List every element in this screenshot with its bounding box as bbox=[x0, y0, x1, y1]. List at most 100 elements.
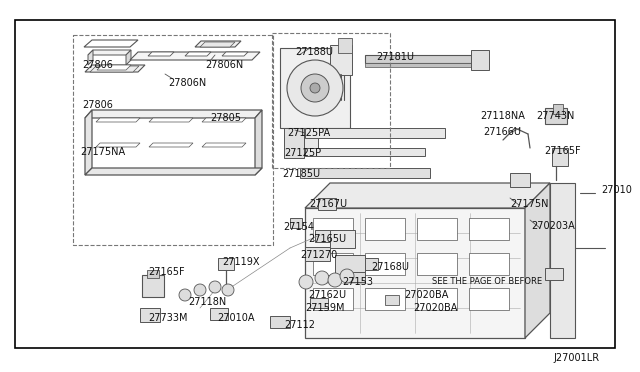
Polygon shape bbox=[200, 42, 235, 47]
Bar bbox=[305, 208, 525, 338]
Text: 27806: 27806 bbox=[82, 60, 113, 70]
Bar bbox=[365, 253, 405, 275]
Text: 27806N: 27806N bbox=[205, 60, 243, 70]
Bar bbox=[330, 230, 355, 248]
Bar bbox=[270, 316, 290, 328]
Text: 27168U: 27168U bbox=[371, 262, 409, 272]
Text: 27733M: 27733M bbox=[148, 313, 188, 323]
Bar bbox=[417, 218, 457, 240]
Bar bbox=[305, 128, 445, 138]
Polygon shape bbox=[96, 118, 140, 122]
Circle shape bbox=[287, 60, 343, 116]
Bar bbox=[280, 48, 350, 128]
Bar bbox=[300, 168, 430, 178]
Circle shape bbox=[301, 74, 329, 102]
Text: 27806N: 27806N bbox=[168, 78, 206, 88]
Bar bbox=[147, 270, 159, 278]
Bar bbox=[345, 272, 365, 282]
Bar bbox=[218, 258, 234, 270]
Bar bbox=[330, 45, 352, 75]
Circle shape bbox=[179, 289, 191, 301]
Polygon shape bbox=[222, 52, 248, 56]
Bar bbox=[142, 275, 164, 297]
Bar bbox=[335, 255, 365, 275]
Polygon shape bbox=[305, 183, 550, 208]
Polygon shape bbox=[88, 50, 93, 65]
Bar bbox=[360, 258, 378, 270]
Bar bbox=[471, 50, 489, 70]
Circle shape bbox=[328, 273, 342, 287]
Polygon shape bbox=[525, 183, 550, 338]
Text: 27118NA: 27118NA bbox=[480, 111, 525, 121]
Bar bbox=[73, 35, 273, 245]
Bar bbox=[365, 288, 405, 310]
Text: 27165F: 27165F bbox=[148, 267, 184, 277]
Bar bbox=[310, 298, 328, 308]
Polygon shape bbox=[90, 66, 139, 72]
Text: SEE THE PAGE OF BEFORE: SEE THE PAGE OF BEFORE bbox=[432, 278, 542, 286]
Polygon shape bbox=[202, 143, 246, 147]
Text: 27175NA: 27175NA bbox=[80, 147, 125, 157]
Bar bbox=[313, 218, 353, 240]
Text: 271270: 271270 bbox=[300, 250, 337, 260]
Text: 27165F: 27165F bbox=[544, 146, 580, 156]
Bar bbox=[550, 183, 575, 338]
Text: 27153: 27153 bbox=[342, 277, 373, 287]
Text: 27743N: 27743N bbox=[536, 111, 574, 121]
Polygon shape bbox=[96, 143, 140, 147]
Circle shape bbox=[340, 269, 354, 283]
Text: 27020BA: 27020BA bbox=[413, 303, 458, 313]
Text: 27167U: 27167U bbox=[309, 199, 347, 209]
Bar bbox=[365, 63, 475, 67]
Circle shape bbox=[315, 271, 329, 285]
Bar bbox=[469, 288, 509, 310]
Bar bbox=[140, 308, 160, 322]
Text: 27175N: 27175N bbox=[510, 199, 548, 209]
Bar bbox=[304, 133, 318, 153]
Circle shape bbox=[194, 284, 206, 296]
Text: 27010A: 27010A bbox=[217, 313, 255, 323]
Text: 27181U: 27181U bbox=[376, 52, 414, 62]
Bar bbox=[313, 288, 353, 310]
Bar bbox=[305, 148, 425, 156]
Polygon shape bbox=[255, 110, 262, 175]
Polygon shape bbox=[130, 52, 260, 60]
Circle shape bbox=[299, 275, 313, 289]
Text: 27805: 27805 bbox=[210, 113, 241, 123]
Polygon shape bbox=[97, 65, 131, 70]
Bar bbox=[552, 148, 568, 166]
Bar bbox=[284, 128, 304, 158]
Text: J27001LR: J27001LR bbox=[554, 353, 600, 363]
Polygon shape bbox=[149, 143, 193, 147]
Polygon shape bbox=[148, 52, 174, 56]
Text: 27125PA: 27125PA bbox=[287, 128, 330, 138]
Text: 27159M: 27159M bbox=[305, 303, 344, 313]
Text: 27118N: 27118N bbox=[188, 297, 227, 307]
Bar bbox=[365, 218, 405, 240]
Text: 27112: 27112 bbox=[284, 320, 315, 330]
Text: 270203A: 270203A bbox=[531, 221, 575, 231]
Text: 27165U: 27165U bbox=[308, 234, 346, 244]
Text: 27010: 27010 bbox=[601, 185, 632, 195]
Polygon shape bbox=[85, 110, 262, 118]
Text: 27188U: 27188U bbox=[295, 47, 333, 57]
Bar bbox=[313, 253, 353, 275]
Bar bbox=[272, 33, 390, 168]
Bar bbox=[305, 247, 330, 261]
Bar bbox=[338, 38, 352, 53]
Bar bbox=[417, 288, 457, 310]
Bar bbox=[365, 55, 475, 63]
Polygon shape bbox=[126, 50, 131, 65]
Polygon shape bbox=[85, 65, 145, 72]
Bar bbox=[290, 218, 302, 228]
Bar bbox=[385, 295, 399, 305]
Bar bbox=[15, 20, 615, 348]
Polygon shape bbox=[185, 52, 211, 56]
Bar bbox=[469, 218, 509, 240]
Text: 27020BA: 27020BA bbox=[404, 290, 449, 300]
Polygon shape bbox=[195, 41, 241, 47]
Text: 27162U: 27162U bbox=[308, 290, 346, 300]
Polygon shape bbox=[85, 168, 262, 175]
Circle shape bbox=[222, 284, 234, 296]
Text: 27119X: 27119X bbox=[222, 257, 259, 267]
